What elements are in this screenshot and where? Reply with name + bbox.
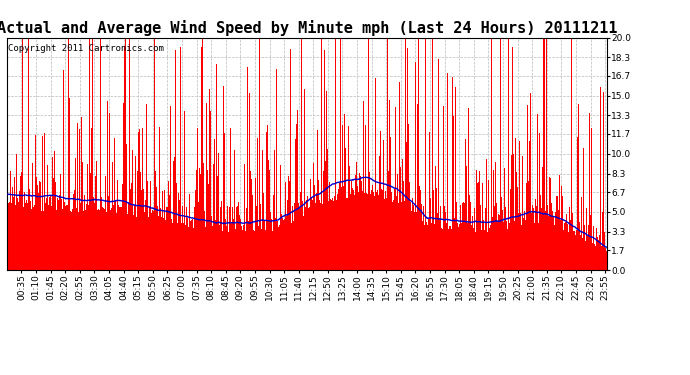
Title: Actual and Average Wind Speed by Minute mph (Last 24 Hours) 20111211: Actual and Average Wind Speed by Minute … <box>0 20 618 36</box>
Text: Copyright 2011 Cartronics.com: Copyright 2011 Cartronics.com <box>8 45 164 54</box>
